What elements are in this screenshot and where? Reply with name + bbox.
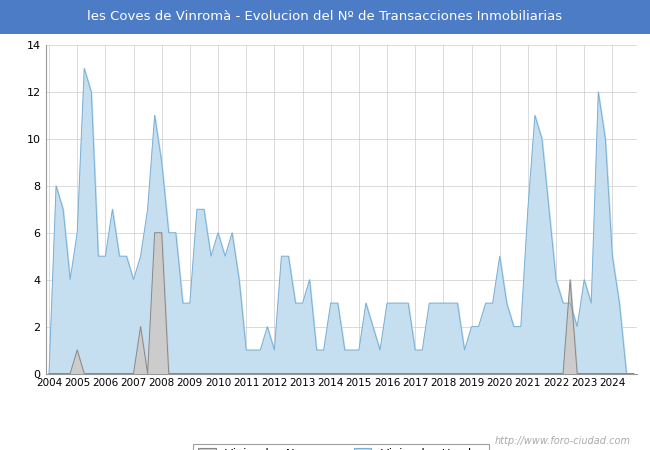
Legend: Viviendas Nuevas, Viviendas Usadas: Viviendas Nuevas, Viviendas Usadas bbox=[194, 444, 489, 450]
Text: les Coves de Vinromà - Evolucion del Nº de Transacciones Inmobiliarias: les Coves de Vinromà - Evolucion del Nº … bbox=[88, 10, 562, 23]
Text: http://www.foro-ciudad.com: http://www.foro-ciudad.com bbox=[495, 436, 630, 446]
